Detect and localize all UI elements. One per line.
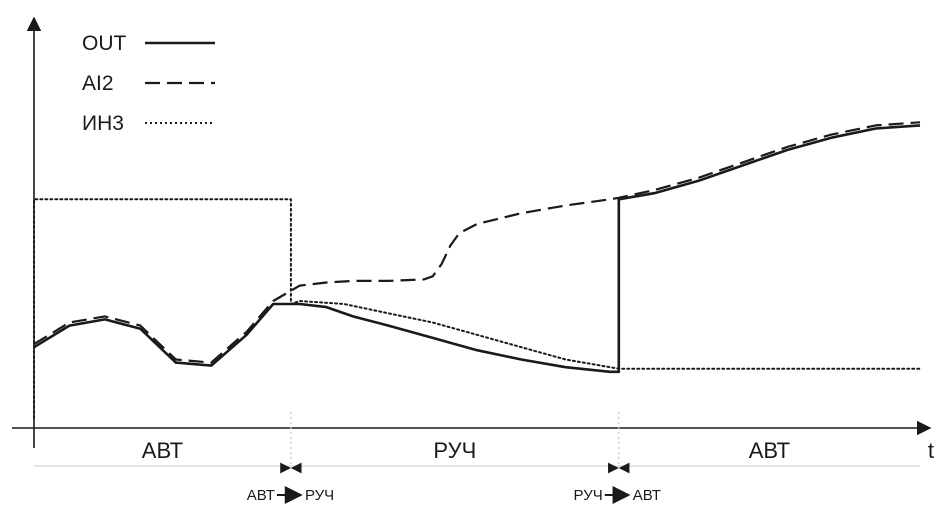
transition-1: РУЧ АВТ — [574, 462, 661, 504]
mode-label-0: АВТ — [142, 438, 183, 463]
mode-labels: АВТ РУЧ АВТ АВТ РУЧ РУЧ АВТ — [142, 438, 790, 504]
axes: t — [12, 16, 934, 463]
legend-label-1: AI2 — [82, 72, 114, 95]
series-group — [33, 121, 921, 419]
legend-label-0: OUT — [82, 32, 127, 55]
legend: OUT AI2 ИН3 — [82, 32, 215, 135]
mode-label-1: РУЧ — [433, 438, 476, 463]
transition-from-label-1: РУЧ — [574, 487, 603, 504]
mode-boundaries — [34, 412, 920, 467]
transition-0: АВТ РУЧ — [247, 462, 334, 504]
series-line-ин3 — [33, 198, 921, 419]
transition-to-label-1: АВТ — [633, 487, 661, 504]
mode-label-2: АВТ — [749, 438, 790, 463]
series-line-ai2 — [33, 121, 921, 364]
transition-to-label-0: РУЧ — [305, 487, 334, 504]
series-line-out — [33, 124, 921, 374]
legend-label-2: ИН3 — [82, 112, 124, 135]
x-axis-label: t — [928, 438, 934, 463]
transition-from-label-0: АВТ — [247, 487, 275, 504]
